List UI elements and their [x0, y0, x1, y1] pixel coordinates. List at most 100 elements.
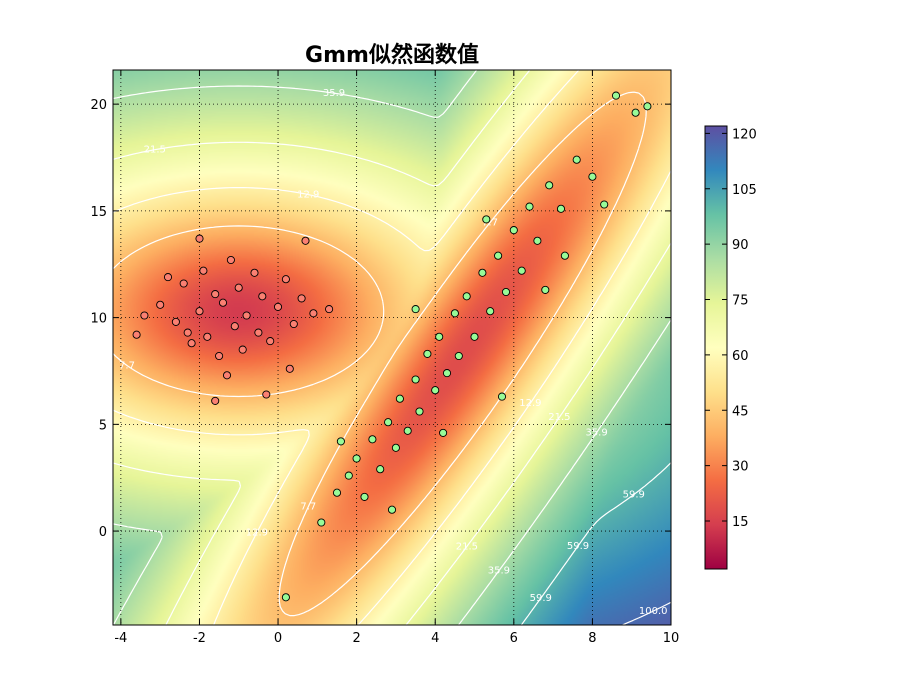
point-series1-13 [423, 349, 432, 358]
point-series0-22 [297, 294, 306, 303]
point-series0-12 [234, 283, 243, 292]
point-series1-43 [411, 305, 420, 314]
contour-label-12.9-2: 12.9 [246, 528, 268, 539]
colorbar-tick-label-120: 120 [732, 127, 757, 142]
y-tick-label-10: 10 [90, 312, 107, 327]
point-series1-31 [572, 155, 581, 164]
scatter-points [132, 91, 652, 602]
point-series0-26 [183, 328, 192, 337]
colorbar-tick-label-30: 30 [732, 460, 749, 475]
contour-lines [113, 70, 671, 625]
point-series0-11 [230, 322, 239, 331]
point-series1-11 [411, 375, 420, 384]
point-series0-7 [211, 290, 220, 299]
contour-labels: 7.7 7.7 7.7 12.9 12.9 12.9 21.5 21.5 21.5 35.9 35.… [119, 88, 667, 617]
point-series1-7 [384, 418, 393, 427]
x-axis: -4 -2 0 2 4 6 8 10 [114, 70, 679, 646]
point-series1-14 [431, 386, 440, 395]
contour-label-21.5-2: 21.5 [456, 541, 478, 552]
point-series0-19 [273, 302, 283, 311]
contour-label-21.5-0: 21.5 [144, 145, 166, 156]
colorbar-ticks: 15 30 45 60 75 90 105 120 [705, 127, 757, 530]
point-series1-32 [588, 172, 597, 181]
contour-label-35.9-0: 35.9 [323, 88, 345, 99]
contour-label-35.9-1: 35.9 [585, 428, 607, 439]
contour-label-7.7-1: 7.7 [119, 361, 135, 372]
point-series0-8 [215, 351, 224, 361]
point-series0-27 [222, 371, 232, 380]
point-series1-25 [509, 226, 518, 235]
point-series1-16 [442, 369, 452, 378]
colorbar-tick-label-75: 75 [732, 294, 749, 309]
point-series0-21 [289, 319, 298, 329]
contour-label-21.5-1: 21.5 [548, 412, 570, 423]
point-series1-17 [450, 309, 459, 318]
point-series1-29 [545, 181, 554, 190]
point-series0-6 [203, 332, 212, 341]
point-series0-10 [226, 255, 235, 265]
contour-label-59.9-1: 59.9 [567, 541, 589, 552]
chart-title: Gmm似然函数值 [305, 42, 479, 68]
contour-line-12.9 [113, 70, 671, 625]
point-series0-14 [242, 311, 251, 320]
point-series1-23 [494, 251, 503, 260]
point-series1-12 [415, 407, 424, 416]
colorbar-gradient [704, 125, 728, 570]
point-series1-26 [517, 266, 526, 275]
point-series0-9 [218, 298, 228, 307]
plot-area: 7.7 7.7 7.7 12.9 12.9 12.9 21.5 21.5 21.5 35.9 35.… [112, 69, 672, 626]
point-series0-29 [301, 236, 310, 245]
contour-label-7.7-0: 7.7 [482, 218, 498, 229]
contour-line-35.9 [113, 70, 671, 625]
x-tick-label-4: 4 [431, 631, 439, 646]
point-series0-34 [132, 330, 141, 339]
point-series1-27 [525, 202, 534, 211]
point-series0-5 [199, 266, 208, 275]
point-series1-42 [560, 251, 569, 260]
plot-frame [112, 69, 672, 626]
point-series1-15 [435, 332, 444, 341]
colorbar-tick-label-90: 90 [732, 238, 749, 253]
point-series0-0 [156, 300, 165, 309]
point-series0-13 [238, 345, 247, 354]
y-tick-label-5: 5 [99, 418, 107, 433]
point-series0-1 [171, 317, 180, 326]
point-series0-3 [187, 339, 196, 348]
point-series0-18 [266, 337, 275, 346]
x-tick-label-2: 2 [352, 631, 360, 646]
point-series1-38 [387, 505, 397, 514]
point-series1-5 [368, 435, 377, 444]
point-series0-20 [281, 275, 290, 284]
point-series1-18 [454, 351, 463, 361]
point-series1-33 [611, 91, 621, 100]
point-series1-45 [600, 200, 609, 209]
colorbar-tick-label-15: 15 [732, 515, 749, 530]
point-series0-17 [258, 292, 267, 301]
x-tick-label-10: 10 [663, 631, 680, 646]
point-series1-9 [395, 394, 404, 403]
point-series1-28 [533, 236, 542, 245]
point-series1-3 [352, 454, 361, 463]
x-tick-label-8: 8 [588, 631, 596, 646]
colorbar-tick-label-45: 45 [732, 404, 749, 419]
colorbar-tick-label-105: 105 [732, 183, 757, 198]
x-tick-label--4: -4 [114, 631, 127, 646]
point-series0-32 [211, 396, 220, 405]
contour-label-12.9-0: 12.9 [297, 190, 319, 201]
point-series0-33 [285, 364, 294, 373]
point-series0-28 [262, 390, 271, 399]
point-series1-40 [497, 392, 507, 401]
colorbar-tick-label-60: 60 [732, 349, 749, 364]
y-tick-label-0: 0 [99, 525, 107, 540]
point-series1-0 [317, 518, 326, 527]
x-tick-label-0: 0 [274, 631, 282, 646]
contour-label-59.9-0: 59.9 [623, 490, 645, 501]
point-series0-24 [140, 311, 149, 320]
contour-line-7.7 [113, 91, 647, 617]
point-series1-4 [360, 492, 369, 501]
point-series1-6 [376, 465, 385, 474]
y-tick-label-20: 20 [90, 98, 107, 113]
point-series1-19 [462, 292, 471, 301]
point-series0-4 [195, 307, 204, 316]
